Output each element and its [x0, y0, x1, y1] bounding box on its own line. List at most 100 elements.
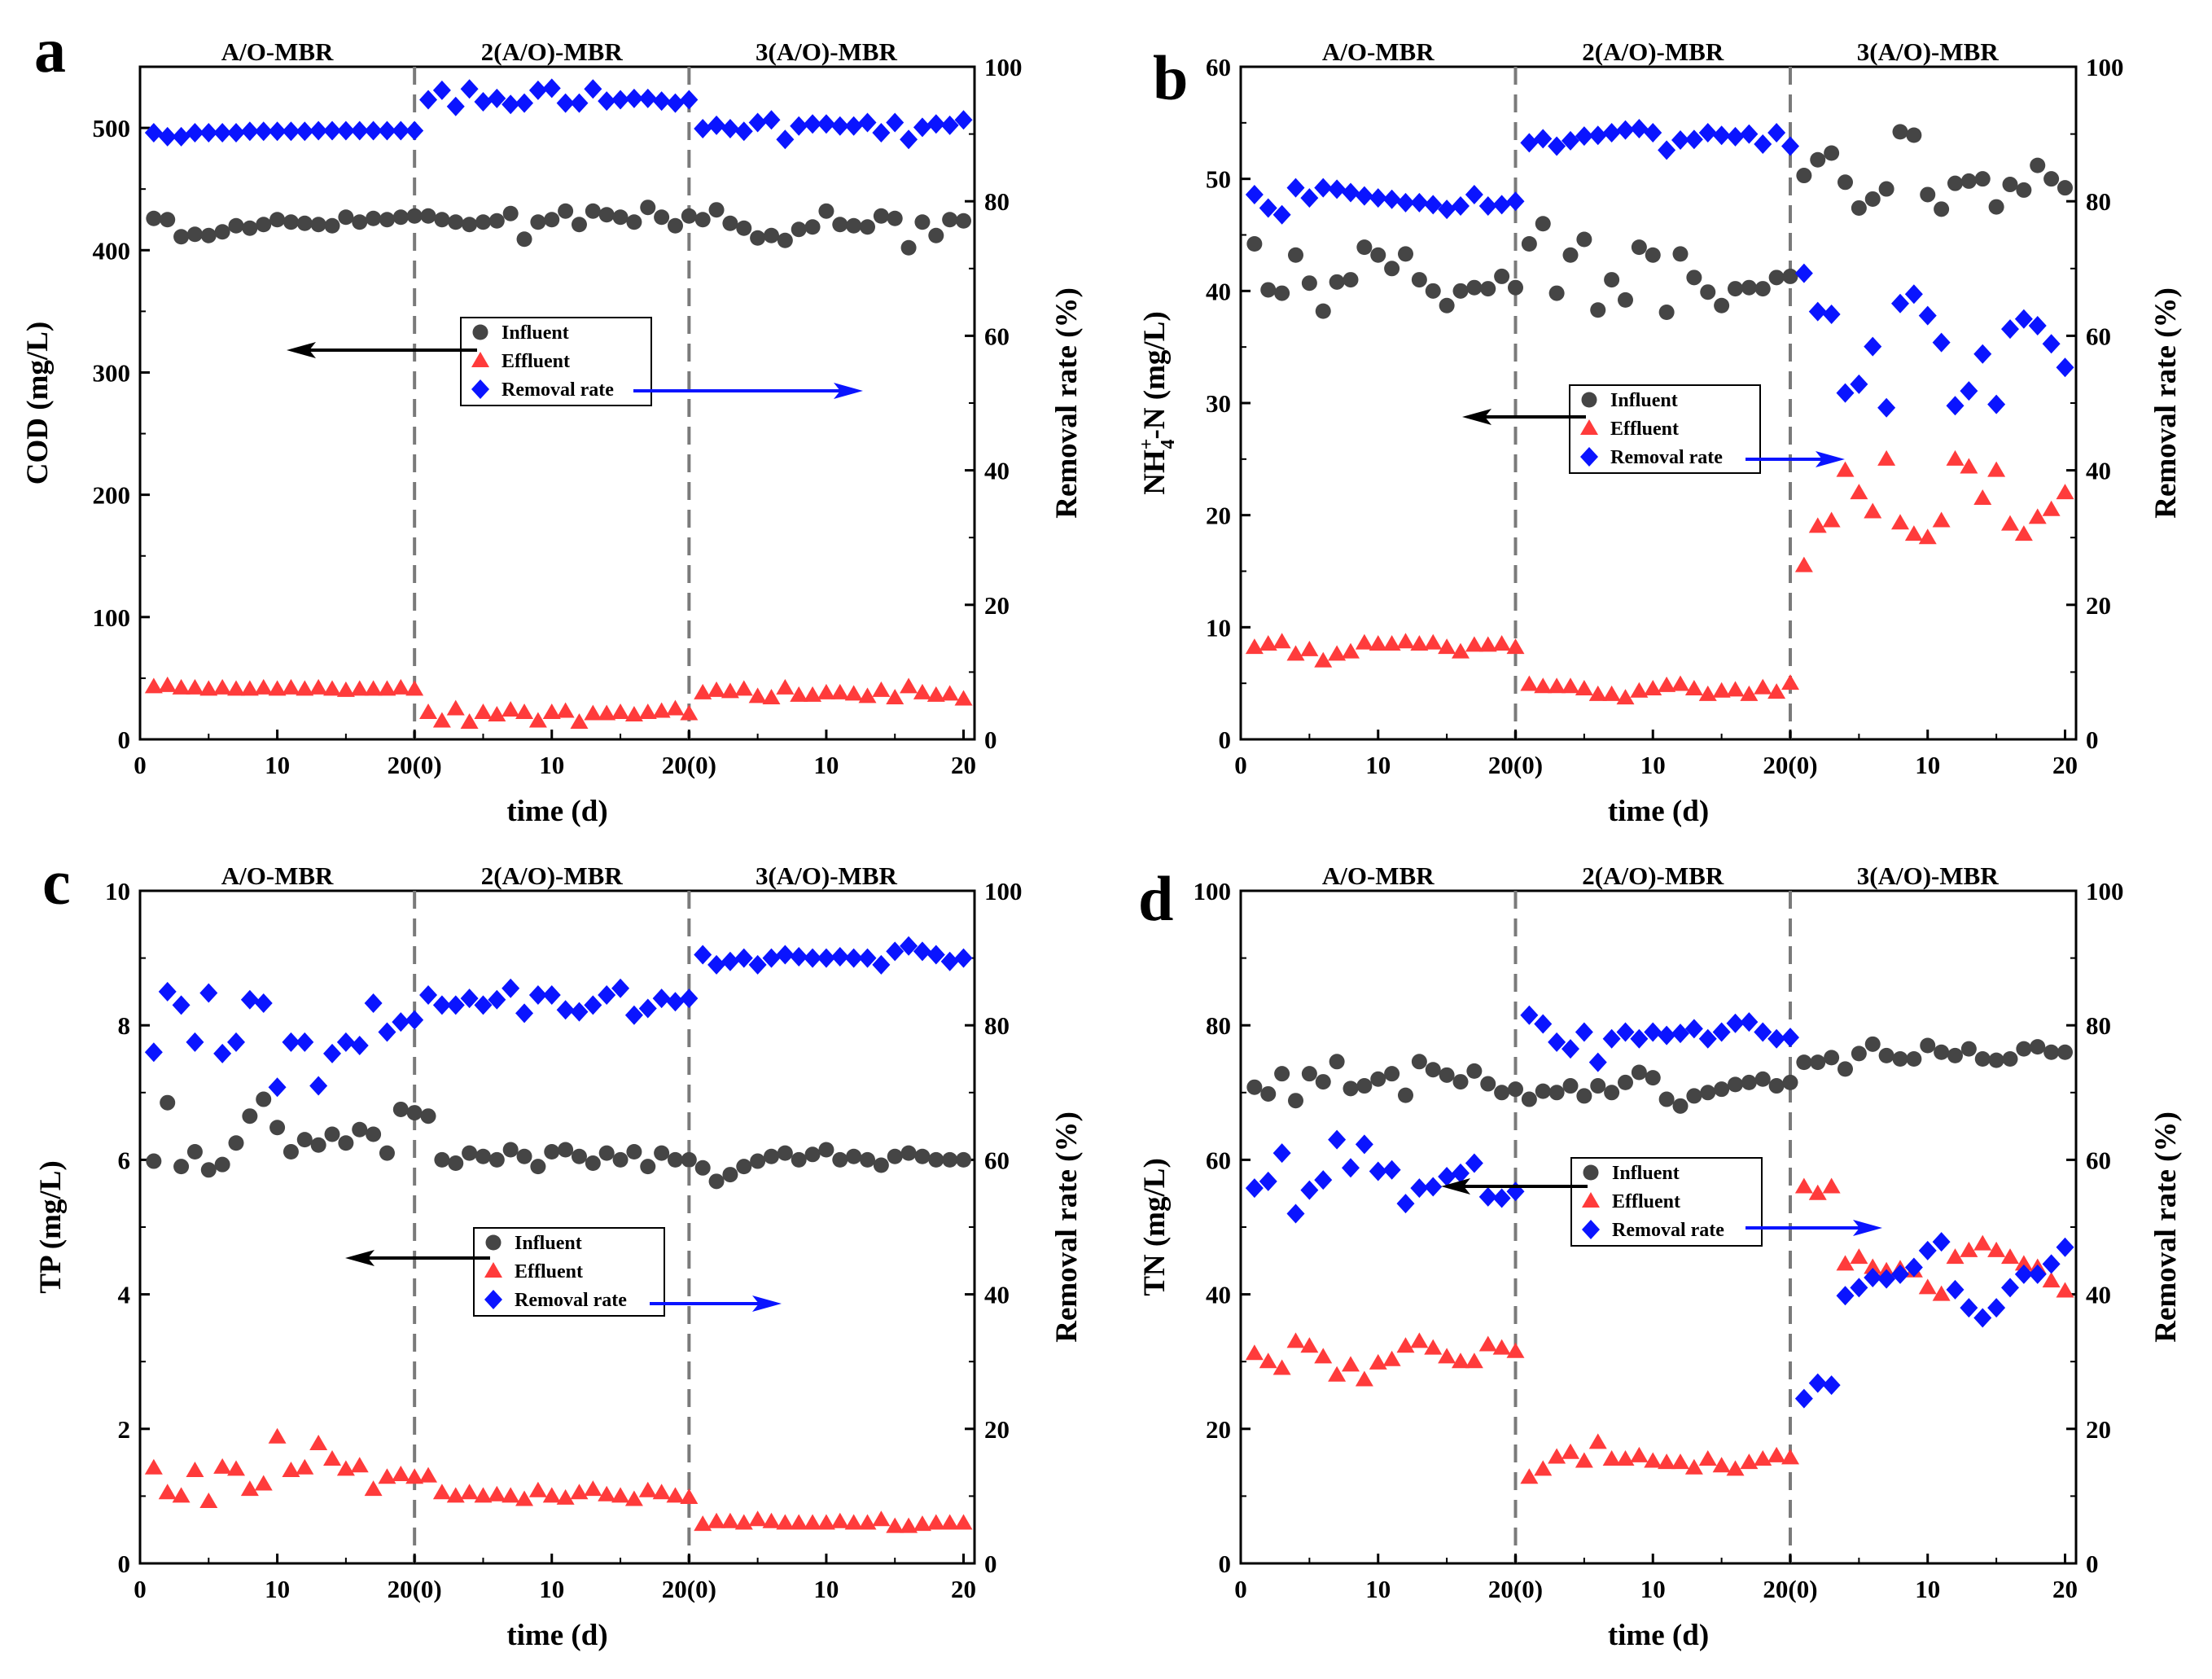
influent-point [1535, 1083, 1551, 1099]
effluent-point [858, 687, 877, 704]
x-tick-label: 20 [951, 751, 976, 779]
influent-point [338, 209, 354, 226]
removal-point [542, 985, 561, 1006]
influent-point [1398, 246, 1413, 262]
influent-point [173, 229, 190, 245]
legend-box [473, 1227, 665, 1317]
x-tick-label: 20 [2052, 1575, 2078, 1603]
effluent-point [528, 712, 547, 728]
x-tick-label: 10 [813, 751, 839, 779]
removal-point [954, 948, 973, 968]
removal-point [1808, 1373, 1827, 1393]
effluent-point [1272, 633, 1291, 649]
influent-point [475, 1148, 491, 1164]
influent-point [1686, 270, 1702, 286]
effluent-point [900, 677, 918, 694]
removal-point [584, 995, 602, 1015]
y-tick-label: 40 [1206, 1281, 1231, 1309]
legend-label-effluent: Effluent [515, 1261, 583, 1282]
effluent-point [502, 1487, 520, 1503]
effluent-point [790, 1514, 808, 1530]
effluent-point [1272, 1359, 1291, 1375]
left-arrow-head [287, 342, 316, 358]
removal-point [309, 121, 328, 141]
effluent-point [1562, 677, 1579, 694]
influent-point [1356, 239, 1373, 256]
removal-point [1575, 126, 1593, 147]
influent-point [475, 214, 491, 230]
effluent-point [1877, 449, 1896, 466]
removal-point [721, 118, 739, 138]
removal-point [1506, 191, 1525, 212]
removal-point [1342, 1158, 1360, 1178]
effluent-point [1754, 678, 1772, 695]
removal-point [804, 114, 822, 134]
effluent-point [1328, 1366, 1347, 1382]
removal-point [1438, 199, 1456, 220]
influent-point [2030, 157, 2046, 173]
removal-point [199, 122, 218, 142]
removal-point [1548, 1032, 1566, 1052]
influent-point [1754, 1071, 1771, 1087]
removal-point [886, 112, 905, 133]
effluent-point [598, 1485, 616, 1501]
influent-point [256, 217, 272, 233]
y2-tick-label: 100 [2086, 53, 2124, 81]
y2-axis-title: Removal rate (%) [1050, 1111, 1084, 1343]
x-tick-label: 20(0) [1488, 751, 1543, 779]
influent-point [2057, 180, 2073, 196]
y2-tick-label: 60 [984, 1146, 1010, 1174]
effluent-point [598, 704, 616, 721]
influent-point [310, 217, 326, 233]
influent-point [914, 214, 931, 230]
effluent-point [556, 702, 575, 718]
removal-point [624, 1005, 643, 1025]
effluent-point [1259, 1352, 1277, 1369]
x-axis-title: time (d) [506, 1619, 607, 1652]
influent-point [1548, 1085, 1565, 1101]
effluent-point [488, 705, 506, 721]
removal-point [1478, 195, 1497, 216]
effluent-point [405, 1468, 424, 1484]
influent-point [1562, 1078, 1579, 1094]
removal-point [1548, 136, 1566, 156]
influent-point [1658, 1091, 1675, 1107]
legend-marker-removal [1580, 447, 1598, 467]
influent-point [269, 212, 286, 228]
effluent-point [364, 1480, 383, 1497]
removal-point [460, 989, 479, 1009]
effluent-point [707, 1512, 726, 1528]
influent-point [256, 1091, 272, 1107]
influent-point [846, 217, 862, 234]
removal-point [1726, 126, 1745, 147]
effluent-point [542, 1487, 561, 1503]
effluent-point [926, 686, 945, 702]
effluent-point [2001, 515, 2019, 531]
removal-point [1272, 204, 1291, 225]
effluent-point [886, 1517, 905, 1533]
removal-point [392, 1012, 410, 1032]
influent-point [928, 227, 944, 243]
y2-tick-label: 0 [984, 726, 997, 754]
removal-point [1314, 178, 1333, 198]
effluent-point [1382, 634, 1401, 651]
effluent-point [419, 703, 438, 719]
removal-point [1918, 1240, 1937, 1260]
influent-point [1452, 283, 1469, 299]
series-removal [1245, 1005, 2074, 1409]
y2-tick-label: 80 [2086, 187, 2111, 216]
influent-point [1508, 1081, 1523, 1098]
influent-point [791, 1151, 807, 1168]
influent-point [186, 1143, 203, 1160]
y-axis-title: COD (mg/L) [21, 322, 55, 484]
effluent-point [1864, 1258, 1882, 1274]
influent-point [736, 1159, 752, 1175]
removal-point [1794, 1388, 1813, 1409]
effluent-point [694, 1515, 712, 1532]
right-arrow-head [1816, 451, 1845, 467]
effluent-point [1465, 1352, 1483, 1369]
panel-a: a A/O-MBR 2(A/O)-MBR 3(A/O)-MBR 0 10 20(0) 10 20… [21, 15, 1084, 828]
removal-point [1973, 1308, 1992, 1328]
legend: Influent Effluent Removal rate [460, 317, 652, 406]
effluent-point [1658, 1453, 1676, 1470]
